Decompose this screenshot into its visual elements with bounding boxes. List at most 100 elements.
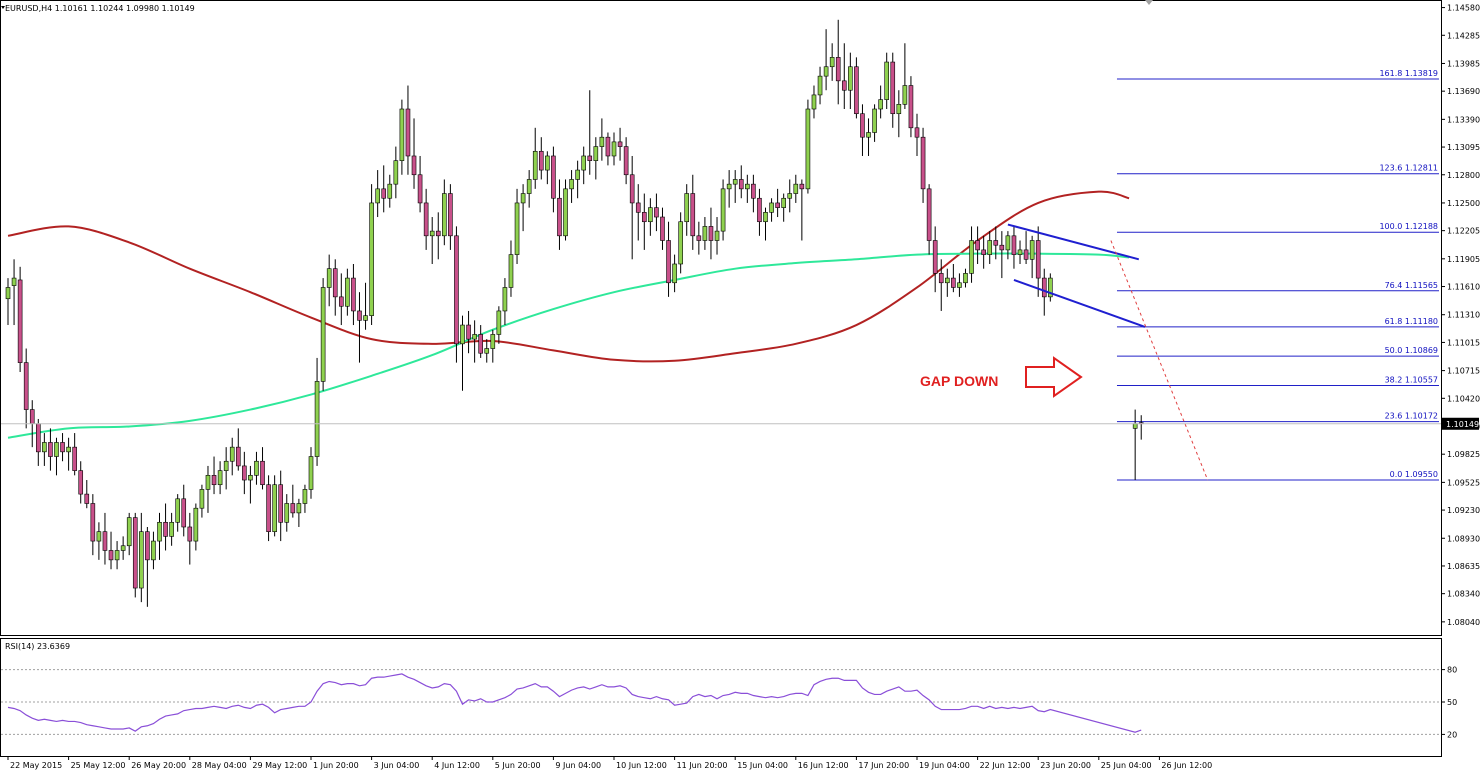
bull-candle xyxy=(502,287,508,312)
bull-candle xyxy=(569,179,574,190)
bull-candle xyxy=(205,475,211,490)
bull-candle xyxy=(496,310,502,335)
price-tick-label: 1.13985 xyxy=(1447,59,1480,68)
bear-candle xyxy=(696,235,702,241)
bear-candle xyxy=(1041,277,1047,298)
fib-level-label: 161.8 1.13819 xyxy=(1379,69,1438,78)
bear-candle xyxy=(448,193,453,237)
bear-candle xyxy=(999,244,1005,251)
bull-candle xyxy=(296,503,302,514)
price-tick-label: 1.11310 xyxy=(1447,311,1480,320)
time-tick-label: 28 May 04:00 xyxy=(192,761,247,770)
bull-candle xyxy=(866,132,871,138)
bull-candle xyxy=(484,348,490,354)
bear-candle xyxy=(1011,235,1017,255)
bear-candle xyxy=(29,409,35,424)
bull-candle xyxy=(114,550,120,561)
price-tick-label: 1.11905 xyxy=(1447,255,1480,264)
bear-candle xyxy=(738,179,744,190)
bull-candle xyxy=(1017,249,1023,255)
bear-candle xyxy=(108,550,114,561)
bull-candle xyxy=(514,202,520,255)
bear-candle xyxy=(266,484,271,532)
bear-candle xyxy=(587,155,593,161)
price-tick-label: 1.13390 xyxy=(1447,115,1480,124)
bear-candle xyxy=(48,442,53,457)
rsi-indicator: 80 50 20 xyxy=(1,666,1457,739)
bull-candle xyxy=(526,179,532,194)
bull-candle xyxy=(532,150,538,180)
bear-candle xyxy=(23,362,29,410)
bull-candle xyxy=(678,221,683,265)
bull-candle xyxy=(508,254,514,288)
bull-candle xyxy=(745,183,750,190)
bear-candle xyxy=(1023,249,1029,260)
bear-candle xyxy=(90,503,96,542)
time-tick-label: 23 Jun 20:00 xyxy=(1040,761,1091,770)
gap-down-label: GAP DOWN xyxy=(920,373,998,389)
bull-candle xyxy=(896,104,902,115)
current-price-label: 1.10149 xyxy=(1446,420,1479,429)
bull-candle xyxy=(126,517,132,547)
bear-candle xyxy=(932,240,938,274)
bull-candle xyxy=(672,263,677,284)
bull-candle xyxy=(326,268,332,288)
bear-candle xyxy=(654,207,659,218)
bear-candle xyxy=(751,183,756,199)
price-tick-label: 1.08635 xyxy=(1447,562,1480,571)
bear-candle xyxy=(60,442,65,453)
bear-candle xyxy=(211,475,217,486)
current-price: 1.10149 xyxy=(1,417,1479,430)
bull-candle xyxy=(805,108,811,190)
fib-level-label: 76.4 1.11565 xyxy=(1385,281,1438,290)
moving-average-line xyxy=(7,252,1130,439)
projection-dotted-line xyxy=(1110,240,1209,481)
bear-candle xyxy=(466,324,471,340)
bull-candle xyxy=(460,324,465,345)
bull-candle xyxy=(302,489,308,504)
price-tick-label: 1.11015 xyxy=(1447,338,1480,347)
bull-candle xyxy=(217,470,223,486)
bear-candle xyxy=(290,503,296,514)
time-tick-label: 16 Jun 12:00 xyxy=(798,761,849,770)
bull-candle xyxy=(520,193,526,204)
bull-candle xyxy=(1029,240,1035,260)
bull-candle xyxy=(1005,235,1011,251)
bull-candle xyxy=(902,85,908,105)
price-tick-label: 1.09525 xyxy=(1447,478,1480,487)
price-tick-label: 1.08340 xyxy=(1447,590,1480,599)
bear-candle xyxy=(84,493,90,504)
rsi-line xyxy=(7,673,1142,733)
bull-candle xyxy=(944,277,950,284)
price-tick-label: 1.14285 xyxy=(1447,31,1480,40)
bear-candle xyxy=(708,226,714,241)
bull-candle xyxy=(272,484,277,532)
bull-candle xyxy=(563,188,568,237)
price-tick-label: 1.14580 xyxy=(1447,4,1480,13)
time-tick-label: 9 Jun 04:00 xyxy=(555,761,601,770)
projection-line xyxy=(1110,240,1209,481)
price-axis: 1.14580 1.14285 1.13985 1.13690 1.13390 1.130… xyxy=(1441,4,1480,627)
bull-candle xyxy=(387,183,393,199)
bull-candle xyxy=(848,66,853,91)
bear-candle xyxy=(1035,240,1041,279)
time-tick-label: 10 Jun 12:00 xyxy=(616,761,667,770)
price-tick-label: 1.09825 xyxy=(1447,450,1480,459)
bear-candle xyxy=(660,216,665,241)
price-tick-label: 1.13095 xyxy=(1447,143,1480,152)
bull-candle xyxy=(308,456,314,490)
bull-candle xyxy=(369,202,374,316)
channel-lines xyxy=(1007,223,1146,328)
bull-candle xyxy=(726,183,732,190)
bull-candle xyxy=(884,61,890,100)
chart-shift-marker[interactable] xyxy=(1145,0,1153,5)
bear-candle xyxy=(690,193,696,237)
bear-candle xyxy=(357,310,362,321)
bull-candle xyxy=(375,188,380,204)
price-tick-label: 1.10420 xyxy=(1447,394,1480,403)
time-tick-label: 25 May 12:00 xyxy=(71,761,126,770)
bear-candle xyxy=(914,127,920,138)
bear-candle xyxy=(757,197,762,223)
bull-candle xyxy=(54,442,59,457)
